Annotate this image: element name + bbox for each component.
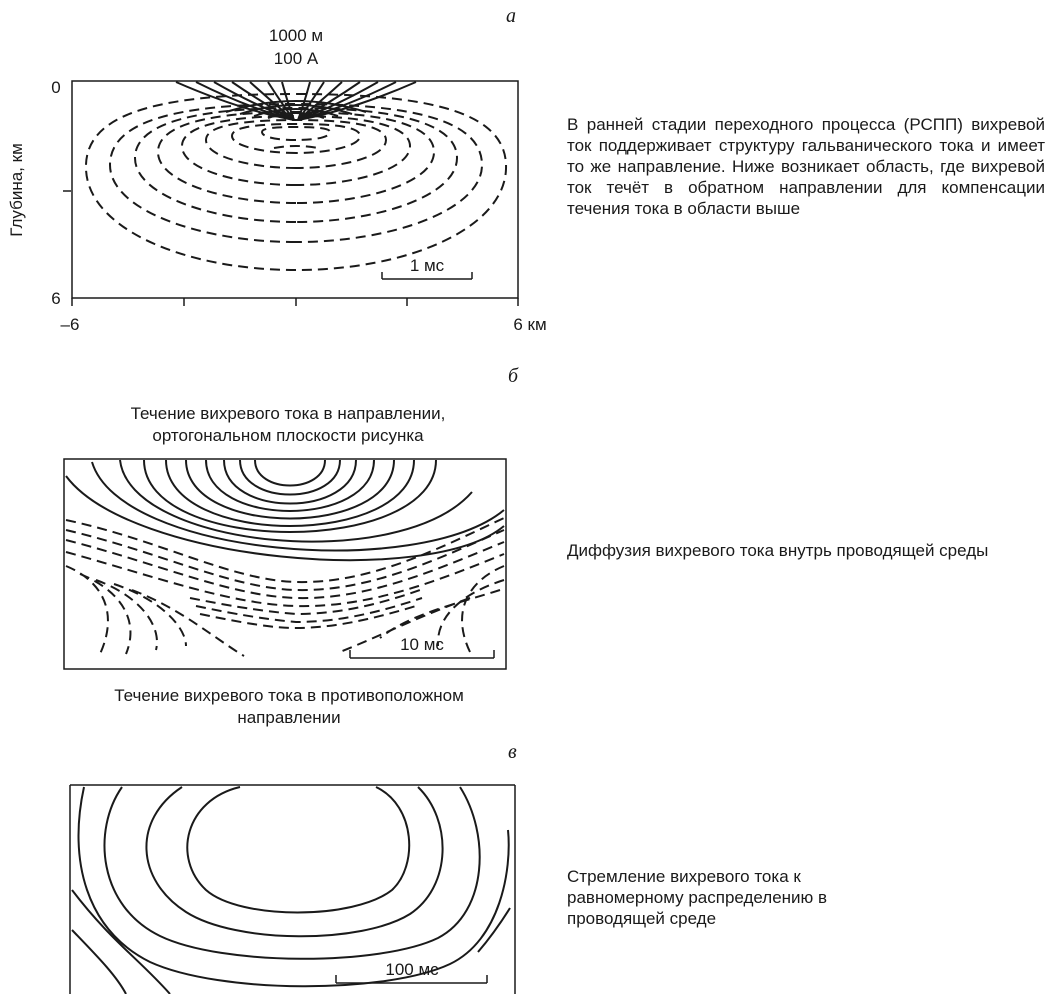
panel-b-caption-top: Течение вихревого тока в направлении, ор… (130, 404, 446, 445)
panel-a-dashed-contours (84, 92, 508, 272)
panel-b-caption-bottom: Течение вихревого тока в противоположном… (114, 686, 464, 727)
panel-b-frame (63, 458, 507, 670)
panel-a-frame (71, 80, 519, 299)
panel-b-dashed-contours (65, 517, 505, 657)
panel-c-letter: в (508, 741, 517, 763)
x-tick-left: –6 (61, 315, 80, 334)
panel-a-solid-contours (175, 81, 417, 121)
panel-c-description: Стремление вихревого тока к равномерному… (567, 867, 828, 928)
panel-c: в 100 мс (69, 741, 517, 994)
panel-a-letter: а (506, 5, 516, 27)
scale-label-b: 10 мс (400, 635, 444, 654)
x-tick-right: 6 км (513, 315, 546, 334)
panel-b-solid-contours (65, 459, 505, 562)
panel-b-letter: б (508, 365, 519, 387)
source-current-label: 100 А (274, 49, 319, 68)
y-axis-label: Глубина, км (7, 143, 26, 237)
panel-a-description: В ранней стадии переходного процесса (РС… (567, 115, 1045, 218)
panel-b-description: Диффузия вихревого тока внутрь проводяще… (567, 541, 989, 560)
x-ticks (71, 298, 519, 306)
panel-b: б (63, 365, 519, 670)
panel-a: а 1000 м 100 А 0 6 Глубина, км –6 6 км (7, 5, 547, 334)
panel-c-contours (71, 786, 511, 994)
source-length-label: 1000 м (269, 26, 323, 45)
scale-label-a: 1 мс (410, 256, 445, 275)
y-tick-bottom: 6 (51, 289, 60, 308)
scale-label-c: 100 мс (385, 960, 439, 979)
y-tick-top: 0 (51, 78, 60, 97)
